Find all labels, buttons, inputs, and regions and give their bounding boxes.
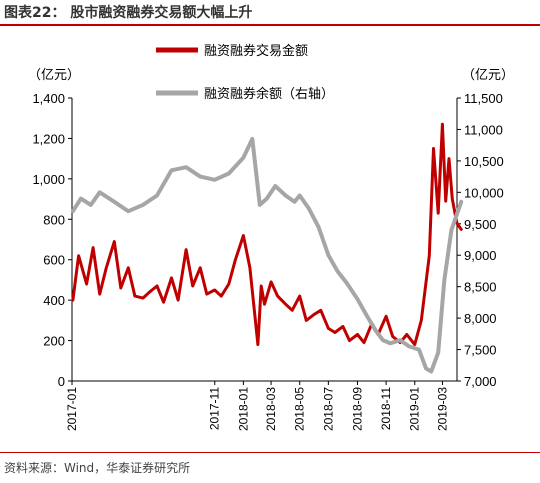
series-layer [70, 122, 464, 374]
x-tick-label: 2017-01 [65, 387, 79, 431]
source-note: 资料来源：Wind，华泰证券研究所 [4, 461, 191, 475]
right-tick-label: 8,500 [464, 280, 497, 295]
legend-label-balance: 融资融券余额（右轴） [204, 86, 334, 102]
right-tick-label: 9,000 [464, 248, 497, 263]
right-tick-label: 11,000 [464, 122, 503, 137]
right-tick-label: 7,500 [464, 343, 497, 358]
left-tick-label: 600 [43, 253, 65, 268]
x-tick-label: 2018-09 [350, 387, 364, 431]
right-axis-unit: （亿元） [462, 68, 514, 83]
x-tick-label: 2018-03 [264, 387, 278, 431]
chart-area: 融资融券交易金额 融资融券余额（右轴） （亿元） （亿元） 0 200 400 600… [28, 43, 514, 431]
left-axis-unit: （亿元） [28, 68, 80, 83]
series-line-balance [70, 136, 464, 374]
x-tick-label: 2019-03 [435, 387, 449, 431]
x-tick-label: 2018-11 [379, 387, 393, 430]
title-bar: 图表22： 股市融资融券交易额大幅上升 [0, 0, 540, 22]
series-line-trading-amount [71, 122, 463, 347]
x-tick-label: 2019-01 [408, 387, 422, 431]
right-tick-label: 11,500 [464, 91, 503, 106]
right-tick-label: 7,000 [464, 374, 497, 389]
footer-divider [0, 452, 540, 453]
right-tick-label: 10,500 [464, 154, 504, 169]
left-tick-label: 200 [43, 334, 65, 349]
left-tick-label: 400 [43, 293, 65, 308]
chart-title: 图表22： 股市融资融券交易额大幅上升 [4, 5, 253, 21]
left-tick-label: 1,400 [32, 91, 65, 106]
left-tick-label: 800 [43, 212, 65, 227]
legend-label-trading: 融资融券交易金额 [204, 43, 308, 59]
title-divider [0, 24, 540, 26]
left-tick-label: 1,200 [32, 131, 65, 146]
x-tick-label: 2018-01 [236, 387, 250, 431]
legend: 融资融券交易金额 融资融券余额（右轴） [156, 43, 334, 102]
axes: 0 200 400 600 800 1,000 1,200 1,400 7,000 7,500 8,… [32, 91, 503, 431]
right-tick-label: 8,000 [464, 311, 497, 326]
x-tick-label: 2017-11 [208, 387, 222, 430]
x-tick-label: 2018-07 [321, 387, 335, 431]
x-tick-label: 2018-05 [293, 387, 307, 431]
right-tick-label: 10,000 [464, 185, 504, 200]
left-tick-label: 0 [58, 374, 65, 389]
left-tick-label: 1,000 [32, 172, 65, 187]
right-tick-label: 9,500 [464, 217, 497, 232]
